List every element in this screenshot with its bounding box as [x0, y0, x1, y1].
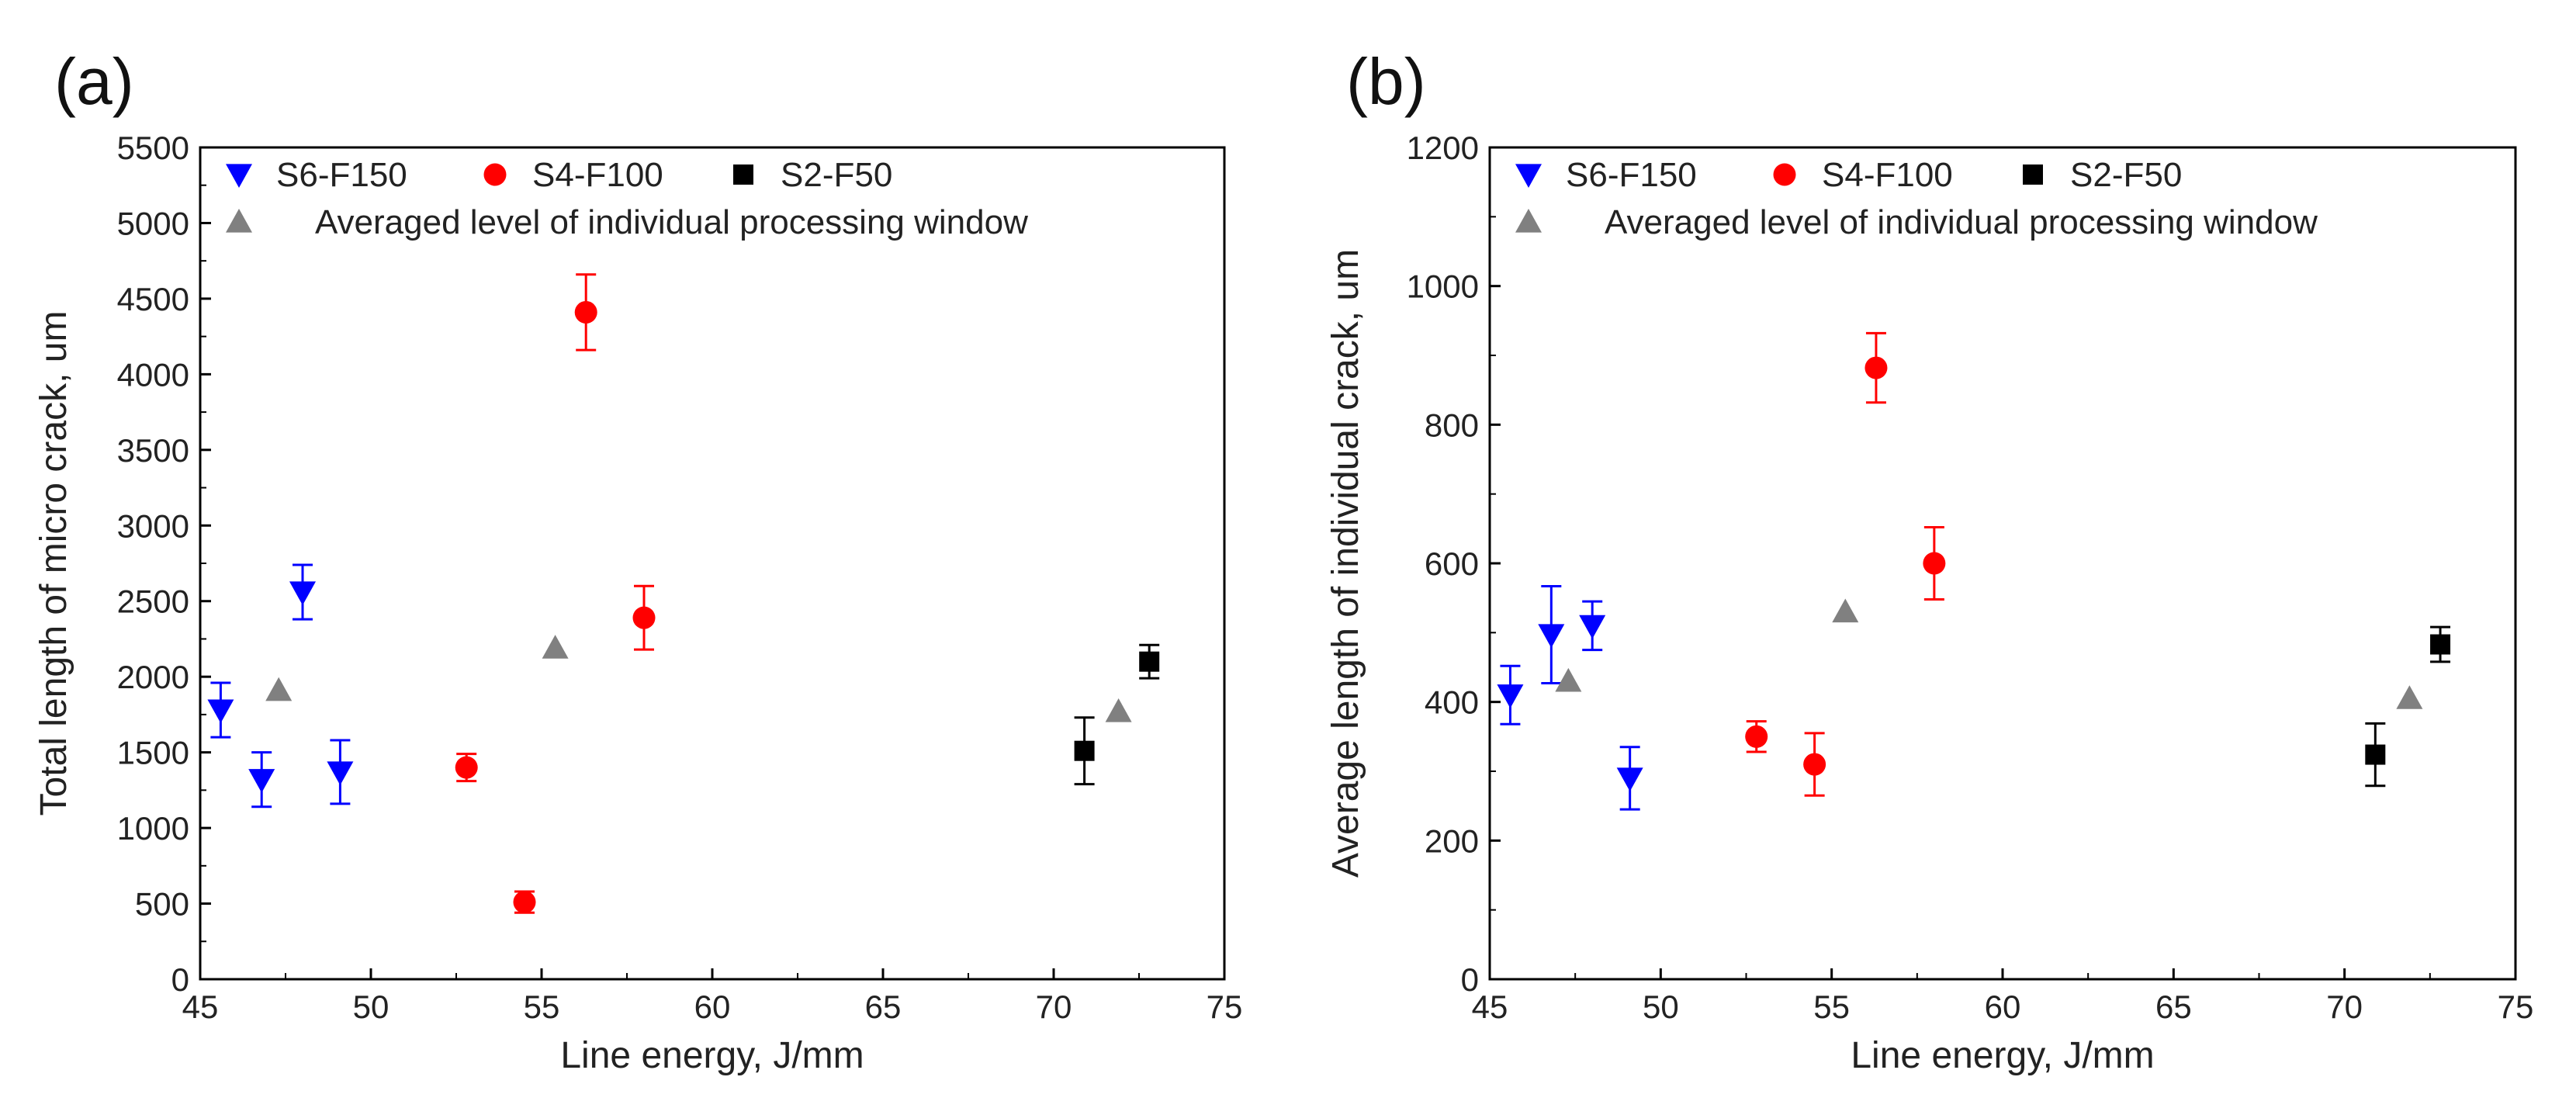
y-tick-label: 600	[1425, 545, 1479, 582]
data-point	[265, 677, 293, 701]
data-point	[1555, 667, 1582, 692]
legend-label: Averaged level of individual processing …	[315, 203, 1028, 241]
x-tick-label: 45	[1472, 989, 1508, 1025]
plot-frame	[199, 146, 1226, 981]
y-tick-label: 400	[1425, 684, 1479, 721]
series-averaged-level-of-individual-processing-window	[1555, 598, 2423, 709]
legend-label: S4-F100	[1822, 156, 1953, 194]
y-axis-label: Average length of individual crack, um	[1325, 249, 1366, 878]
x-tick-label: 70	[1036, 989, 1072, 1025]
y-tick-label: 5500	[117, 130, 189, 166]
y-tick-label: 0	[171, 961, 189, 998]
x-tick-label: 75	[1207, 989, 1243, 1025]
series-s4-f100	[1745, 331, 1946, 797]
data-point	[248, 769, 275, 793]
y-tick-label: 4500	[117, 281, 189, 317]
legend-label: Averaged level of individual processing …	[1605, 203, 2318, 241]
y-tick-label: 5000	[117, 205, 189, 241]
chart-panel-a: (a) 45 50 55 60 65 70 75 0 500 1000 1500 2000 2500 300…	[33, 45, 1242, 1076]
data-point	[455, 756, 478, 779]
x-tick-label: 55	[1813, 989, 1850, 1025]
data-point	[1579, 615, 1606, 639]
data-point	[1832, 598, 1859, 623]
x-tick-label: 65	[2155, 989, 2192, 1025]
legend: S6-F150 S4-F100 S2-F50 Averaged level of in…	[226, 156, 1028, 241]
data-point	[2396, 685, 2423, 709]
y-tick-label: 1200	[1407, 130, 1479, 166]
legend: S6-F150 S4-F100 S2-F50 Averaged level of in…	[1515, 156, 2318, 241]
legend-label: S4-F100	[532, 156, 663, 194]
data-point	[574, 300, 597, 324]
panel-label: (a)	[54, 45, 134, 118]
x-tick-label: 65	[865, 989, 902, 1025]
x-tick-label: 70	[2326, 989, 2363, 1025]
x-tick-label: 55	[524, 989, 560, 1025]
data-point	[1745, 725, 1768, 748]
chart-panel-b: (b) 45 50 55 60 65 70 75 0 200 400 600 800 1000 1200 Li…	[1325, 45, 2533, 1076]
data-point	[1139, 651, 1160, 672]
y-tick-label: 500	[135, 886, 189, 923]
data-point	[289, 581, 316, 606]
y-tick-label: 2000	[117, 659, 189, 695]
x-axis-label: Line energy, J/mm	[1851, 1035, 2154, 1076]
series-s2-f50	[1074, 643, 1160, 786]
y-tick-label: 2500	[117, 583, 189, 620]
legend-marker	[1515, 209, 1542, 233]
plot-frame	[1488, 146, 2517, 981]
data-point	[1105, 698, 1132, 722]
data-point	[1864, 356, 1888, 379]
legend-marker	[226, 164, 252, 188]
x-tick-label: 60	[1985, 989, 2021, 1025]
legend-label: S2-F50	[781, 156, 892, 194]
legend-marker	[733, 164, 753, 185]
series-averaged-level-of-individual-processing-window	[265, 635, 1132, 722]
data-point	[542, 635, 569, 659]
series-s6-f150	[207, 563, 354, 809]
x-tick-label: 45	[182, 989, 219, 1025]
data-point	[1497, 684, 1524, 708]
y-tick-label: 1500	[117, 735, 189, 771]
x-tick-label: 75	[2498, 989, 2534, 1025]
y-tick-label: 4000	[117, 356, 189, 393]
data-point	[1074, 740, 1095, 761]
legend-marker	[1773, 163, 1796, 186]
y-tick-label: 0	[1461, 961, 1479, 998]
data-point	[2430, 634, 2451, 655]
panel-label: (b)	[1346, 45, 1426, 118]
y-tick-label: 3000	[117, 507, 189, 544]
y-tick-label: 800	[1425, 407, 1479, 443]
data-point	[1803, 753, 1826, 776]
series-s4-f100	[455, 273, 656, 914]
data-point	[1538, 624, 1565, 649]
y-tick-label: 1000	[117, 810, 189, 847]
legend-marker	[483, 163, 507, 186]
y-axis-label: Total length of micro crack, um	[33, 311, 74, 816]
series-s2-f50	[2365, 625, 2451, 788]
y-tick-label: 1000	[1407, 268, 1479, 305]
series-s6-f150	[1497, 584, 1643, 811]
legend-marker	[1515, 164, 1542, 188]
legend-marker	[2023, 164, 2043, 185]
data-point	[513, 891, 536, 914]
data-point	[2365, 744, 2386, 765]
x-tick-label: 50	[1643, 989, 1679, 1025]
x-tick-label: 50	[353, 989, 390, 1025]
legend-label: S6-F150	[276, 156, 407, 194]
data-point	[1616, 767, 1643, 791]
x-axis-label: Line energy, J/mm	[560, 1035, 864, 1076]
data-point	[207, 699, 234, 724]
legend-marker	[226, 209, 252, 233]
x-tick-label: 60	[694, 989, 731, 1025]
legend-label: S6-F150	[1566, 156, 1697, 194]
y-tick-label: 3500	[117, 432, 189, 469]
y-tick-label: 200	[1425, 822, 1479, 859]
legend-label: S2-F50	[2070, 156, 2182, 194]
data-point	[327, 761, 354, 785]
data-point	[1923, 552, 1946, 575]
data-point	[632, 606, 656, 629]
